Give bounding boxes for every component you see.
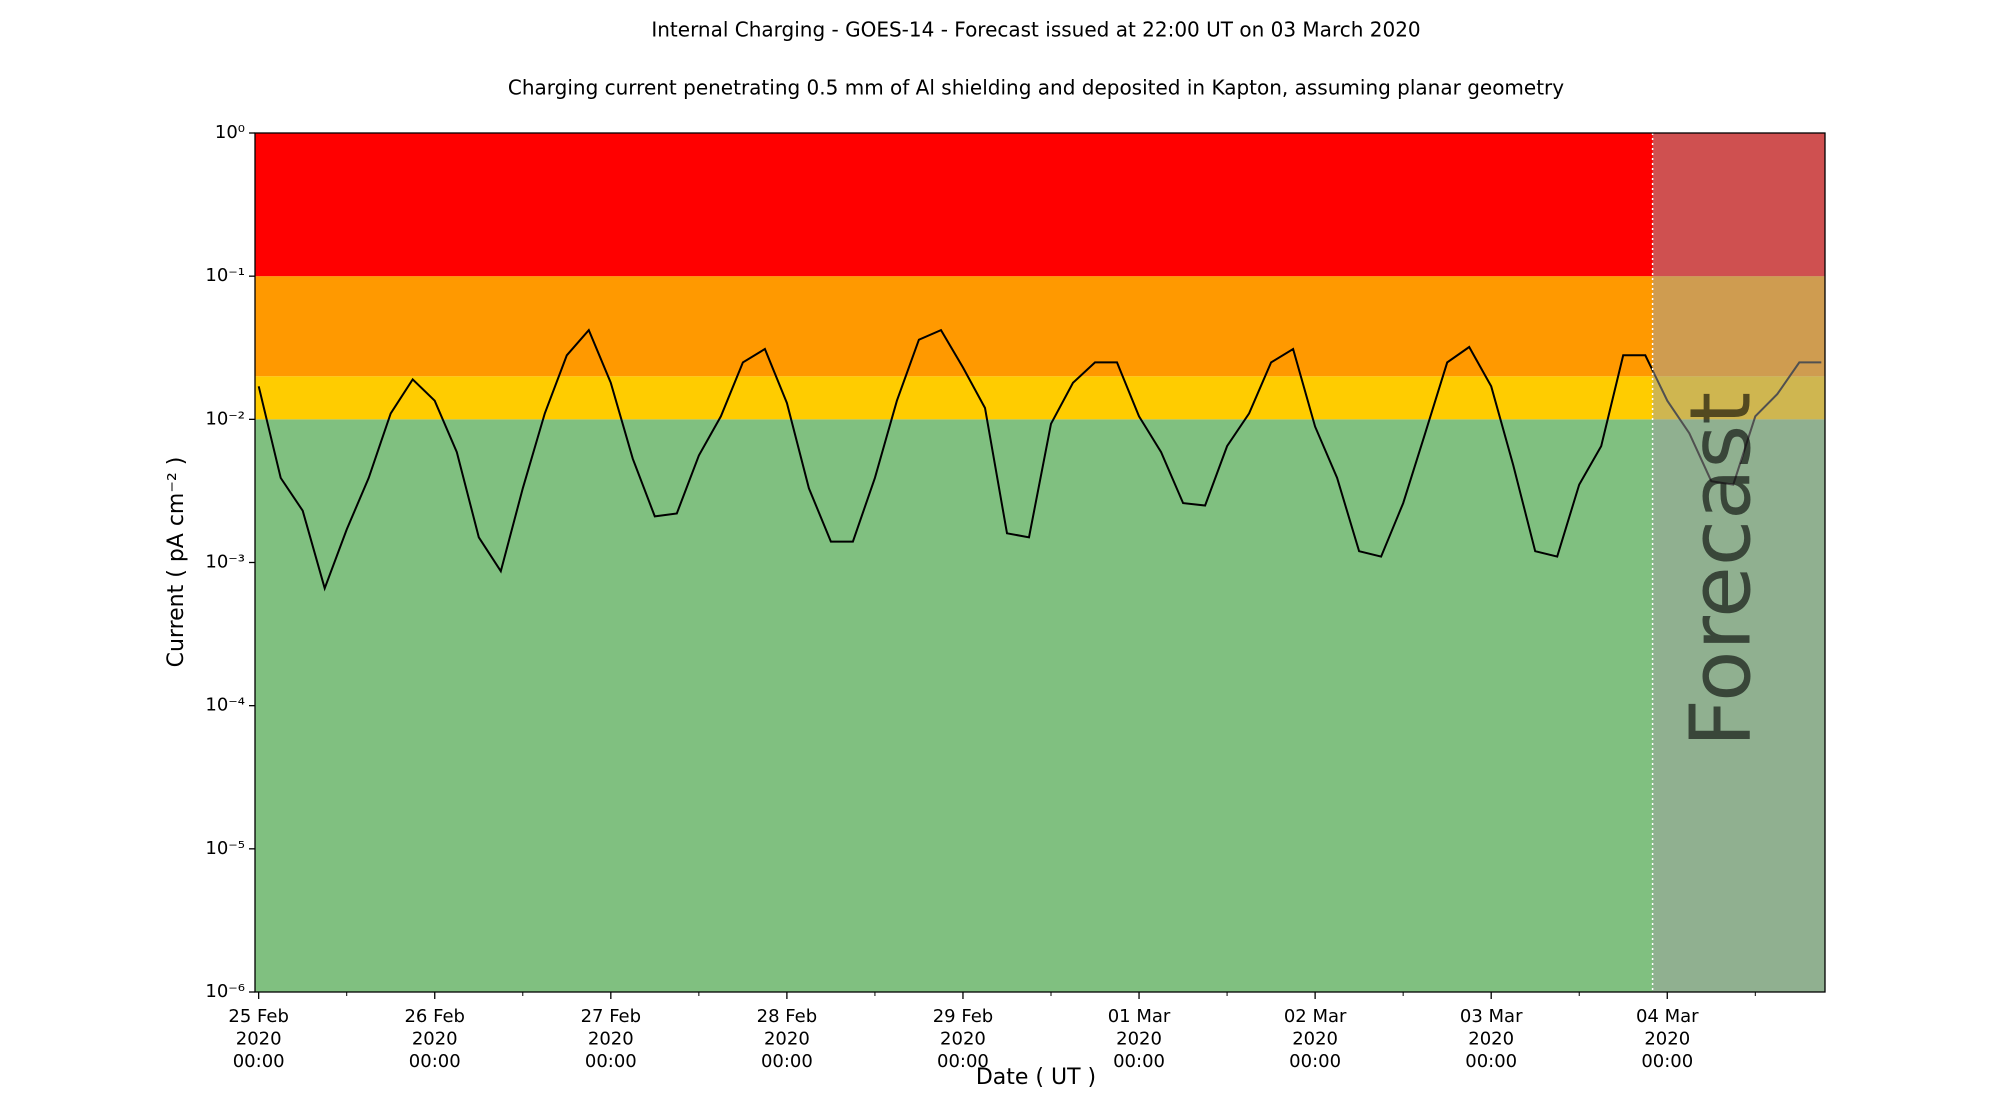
x-tick-label: 26 Feb 2020 00:00 [404, 1006, 465, 1072]
y-tick-label: 10⁻¹ [205, 265, 245, 286]
x-tick-label: 02 Mar 2020 00:00 [1284, 1006, 1347, 1072]
chart-title: Internal Charging - GOES-14 - Forecast i… [651, 18, 1420, 42]
y-tick-label: 10⁻² [205, 408, 245, 429]
x-tick-label: 25 Feb 2020 00:00 [228, 1006, 289, 1072]
y-tick-label: 10⁻³ [205, 552, 245, 573]
y-tick-label: 10⁰ [215, 122, 245, 143]
x-tick-label: 01 Mar 2020 00:00 [1108, 1006, 1171, 1072]
x-tick-label: 27 Feb 2020 00:00 [581, 1006, 642, 1072]
data-line [257, 328, 1822, 592]
forecast-label: Forecast [1672, 392, 1770, 747]
chart-subtitle: Charging current penetrating 0.5 mm of A… [508, 76, 1564, 100]
x-tick-label: 28 Feb 2020 00:00 [757, 1006, 818, 1072]
y-tick-label: 10⁻⁶ [205, 981, 245, 1002]
x-tick-label: 03 Mar 2020 00:00 [1460, 1006, 1523, 1072]
forecast-shade [1652, 133, 1825, 992]
risk-zone [255, 419, 1825, 992]
risk-zone [255, 376, 1825, 420]
x-axis-label: Date ( UT ) [976, 1065, 1096, 1090]
risk-zone [255, 133, 1825, 277]
y-tick-label: 10⁻⁴ [205, 695, 245, 716]
risk-zone [255, 276, 1825, 377]
x-tick-label: 04 Mar 2020 00:00 [1636, 1006, 1699, 1072]
y-tick-label: 10⁻⁵ [205, 838, 245, 859]
x-tick-label: 29 Feb 2020 00:00 [933, 1006, 994, 1072]
y-axis-label: Current ( pA cm⁻² ) [164, 457, 189, 668]
